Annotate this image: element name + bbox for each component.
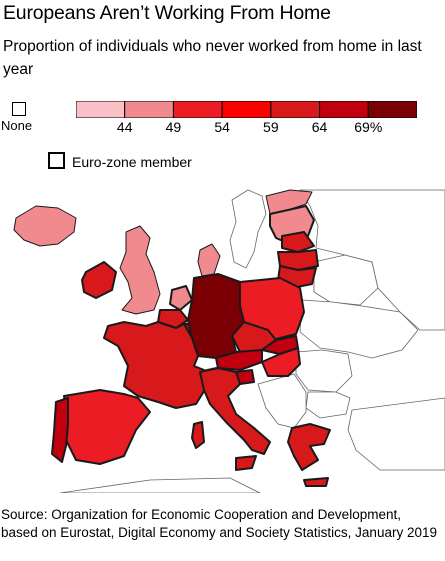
ireland-shape: [81, 261, 117, 299]
ukraine-shape: [299, 299, 419, 359]
netherlands-shape: [169, 285, 193, 311]
poland-shape: [239, 277, 305, 341]
legend-scale-swatch: [319, 101, 369, 118]
legend-tick-label: 44: [116, 119, 133, 135]
legend-tick-label: 69%: [354, 119, 383, 135]
hungary-shape: [261, 347, 301, 377]
italy-shape: [199, 367, 271, 455]
sicily-shape: [235, 455, 257, 471]
estonia-shape: [281, 231, 315, 253]
legend-eurozone-label: Euro-zone member: [72, 154, 192, 170]
legend-none-label: None: [1, 118, 33, 133]
sweden-shape: [229, 189, 267, 269]
legend-tick-label: 64: [311, 119, 328, 135]
legend-scale-swatch: [172, 101, 223, 118]
chart-title: Europeans Aren’t Working From Home: [3, 2, 331, 24]
legend-scale-swatch: [270, 101, 321, 118]
legend-scale-swatch: [76, 101, 126, 118]
legend-scale-swatch: [367, 101, 417, 118]
belarus-shape: [313, 254, 379, 306]
bulgaria-shape: [305, 391, 351, 419]
portugal-shape: [51, 397, 69, 463]
legend-scale-swatch: [221, 101, 272, 118]
legend-tick-label: 59: [263, 119, 279, 135]
denmark-shape: [197, 243, 221, 277]
sardinia-shape: [191, 421, 205, 449]
turkey-shape: [347, 397, 445, 471]
united-kingdom-shape: [119, 225, 161, 315]
europe-map: [13, 189, 445, 493]
legend-tick-label: 49: [165, 119, 182, 135]
legend-color-scale: [76, 101, 417, 118]
greece-shape: [287, 423, 331, 471]
chart-subtitle: Proportion of individuals who never work…: [3, 38, 422, 78]
russia-shape: [299, 189, 445, 331]
legend-none-swatch: [12, 102, 26, 116]
slovakia-shape: [261, 335, 299, 355]
romania-shape: [295, 349, 353, 393]
crete-shape: [303, 477, 329, 487]
iceland-shape: [13, 205, 77, 247]
legend-tick-label: 54: [214, 119, 230, 135]
source-note: Source: Organization for Economic Cooper…: [1, 507, 437, 540]
spain-shape: [63, 389, 151, 465]
north-africa-shape: [59, 477, 261, 493]
legend-eurozone-swatch: [48, 152, 65, 169]
balkans-shape: [257, 373, 307, 429]
background-countries: [59, 189, 445, 493]
legend-scale-swatch: [124, 101, 174, 118]
